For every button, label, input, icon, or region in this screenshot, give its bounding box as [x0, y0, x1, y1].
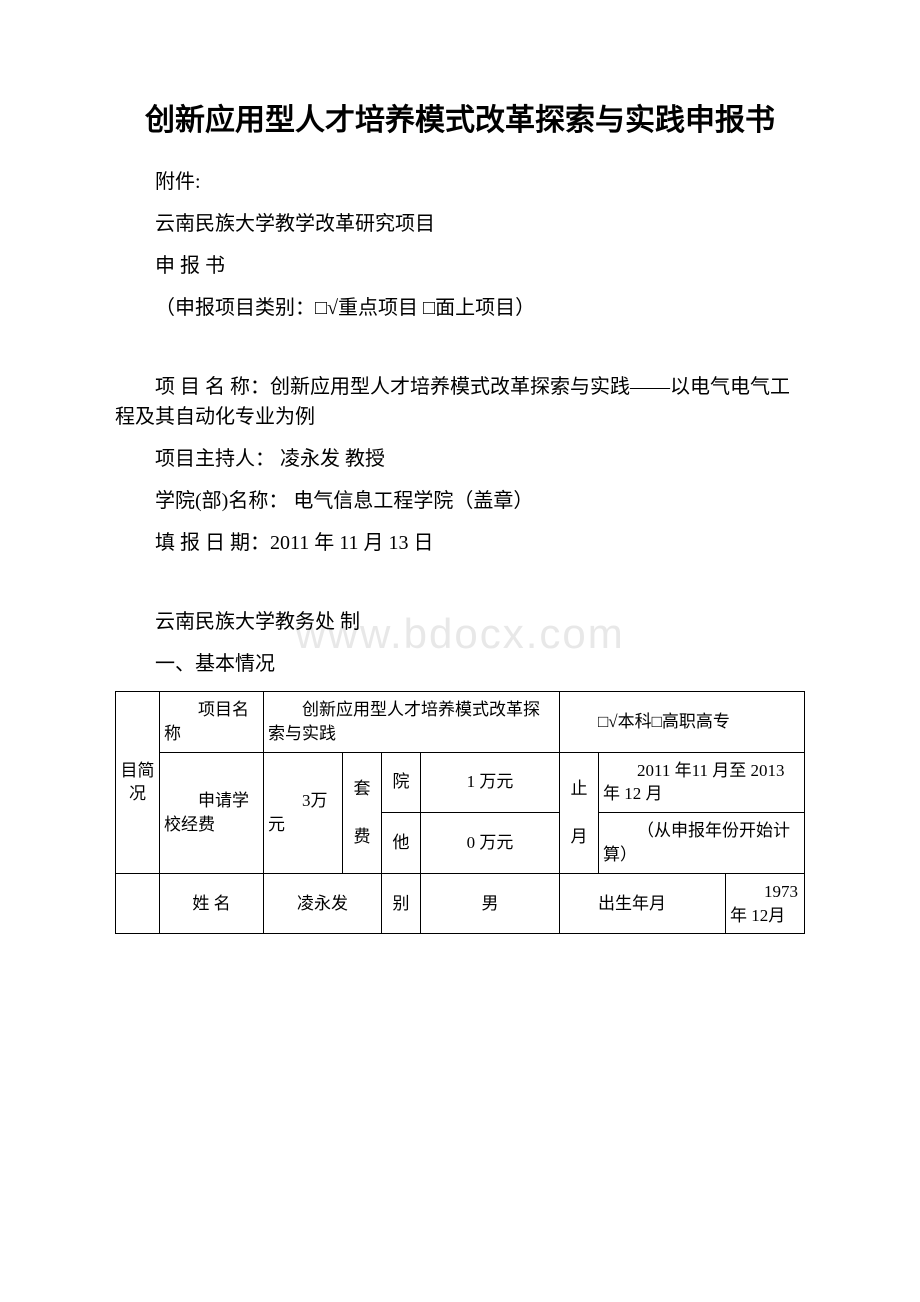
cell-name-label: 姓 名 — [160, 873, 264, 934]
dept-value: 电气信息工程学院（盖章） — [288, 490, 533, 512]
cell-period-value: 2011 年11 月至 2013年 12 月 — [599, 752, 805, 813]
section-1-heading: 一、基本情况 — [115, 649, 805, 679]
host-line: 项目主持人： 凌永发 教授 — [115, 444, 805, 474]
cell-stop-label: 止月 — [560, 752, 599, 873]
stop-text: 止 — [571, 779, 588, 798]
side-label-overview: 目简况 — [116, 692, 160, 874]
cell-apply-fund-value: 3万元 — [264, 752, 343, 873]
date-line: 填 报 日 期：2011 年 11 月 13 日 — [115, 528, 805, 558]
cell-note-value: （从申报年份开始计算） — [599, 813, 805, 874]
cell-level-value: □√本科□高职高专 — [560, 692, 805, 753]
document-title: 创新应用型人才培养模式改革探索与实践申报书 — [115, 100, 805, 142]
cell-gender-value: 男 — [421, 873, 560, 934]
table-row: 姓 名 凌永发 别 男 出生年月 1973 年 12月 — [116, 873, 805, 934]
cell-yuan-label: 院 — [382, 752, 421, 813]
info-table: 目简况 项目名称 创新应用型人才培养模式改革探索与实践 □√本科□高职高专 申请… — [115, 691, 805, 934]
cell-project-name-value: 创新应用型人才培养模式改革探索与实践 — [264, 692, 560, 753]
category-line: （申报项目类别：□√重点项目 □面上项目） — [115, 293, 805, 323]
host-value: 凌永发 教授 — [275, 448, 385, 470]
project-name-line: 项 目 名 称：创新应用型人才培养模式改革探索与实践——以电气电气工程及其自动化… — [115, 372, 805, 432]
attachment-label: 附件: — [115, 167, 805, 197]
table-row: 申请学校经费 3万元 套费 院 1 万元 止月 2011 年11 月至 2013… — [116, 752, 805, 813]
dept-line: 学院(部)名称： 电气信息工程学院（盖章） — [115, 486, 805, 516]
nest-text: 套 — [354, 779, 371, 798]
cell-name-value: 凌永发 — [264, 873, 382, 934]
date-value: 2011 年 11 月 13 日 — [270, 532, 434, 554]
university-line: 云南民族大学教学改革研究项目 — [115, 209, 805, 239]
table-row: 目简况 项目名称 创新应用型人才培养模式改革探索与实践 □√本科□高职高专 — [116, 692, 805, 753]
side-label-empty — [116, 873, 160, 934]
book-label: 申 报 书 — [115, 251, 805, 281]
cell-gender-label: 别 — [382, 873, 421, 934]
cell-apply-fund-label: 申请学校经费 — [160, 752, 264, 873]
cell-project-name-label: 项目名称 — [160, 692, 264, 753]
cell-yuan-value: 1 万元 — [421, 752, 560, 813]
cell-other-value: 0 万元 — [421, 813, 560, 874]
month-text: 月 — [571, 827, 588, 846]
project-name-label: 项 目 名 称： — [155, 376, 270, 398]
dept-label: 学院(部)名称： — [155, 490, 288, 512]
office-line: 云南民族大学教务处 制 — [115, 607, 805, 637]
date-label: 填 报 日 期： — [155, 532, 270, 554]
fee-text: 费 — [354, 827, 371, 846]
cell-birth-label: 出生年月 — [560, 873, 726, 934]
host-label: 项目主持人： — [155, 448, 275, 470]
cell-other-label: 他 — [382, 813, 421, 874]
cell-nest-label: 套费 — [343, 752, 382, 873]
cell-birth-value: 1973 年 12月 — [726, 873, 805, 934]
